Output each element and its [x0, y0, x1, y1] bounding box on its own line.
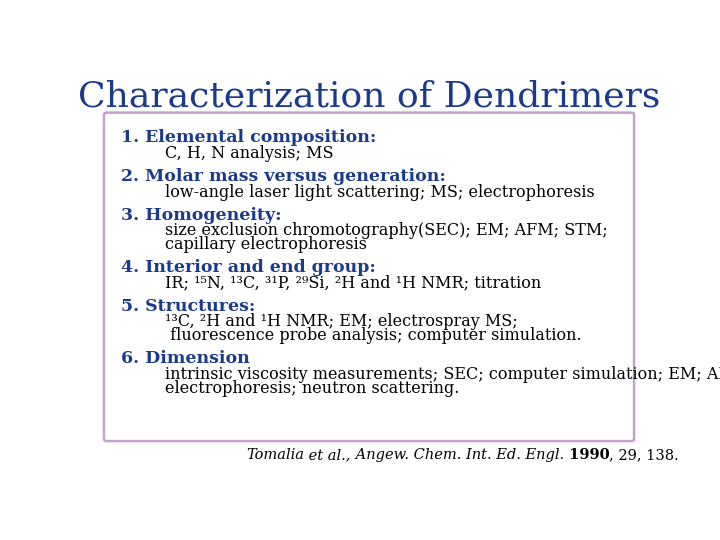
Text: 1990: 1990	[564, 448, 609, 462]
Text: , 29, 138.: , 29, 138.	[609, 448, 679, 462]
Text: size exclusion chromotography(SEC); EM; AFM; STM;: size exclusion chromotography(SEC); EM; …	[166, 222, 608, 239]
Text: 1. Elemental composition:: 1. Elemental composition:	[121, 129, 376, 146]
Text: ¹³C, ²H and ¹H NMR; EM; electrospray MS;: ¹³C, ²H and ¹H NMR; EM; electrospray MS;	[166, 313, 518, 330]
Text: Angew. Chem. Int. Ed. Engl.: Angew. Chem. Int. Ed. Engl.	[351, 448, 564, 462]
Text: 6. Dimension: 6. Dimension	[121, 350, 249, 367]
Text: Characterization of Dendrimers: Characterization of Dendrimers	[78, 79, 660, 113]
Text: C, H, N analysis; MS: C, H, N analysis; MS	[166, 145, 334, 162]
Text: intrinsic viscosity measurements; SEC; computer simulation; EM; AFM;: intrinsic viscosity measurements; SEC; c…	[166, 366, 720, 383]
Text: 2. Molar mass versus generation:: 2. Molar mass versus generation:	[121, 168, 446, 185]
Text: IR; ¹⁵N, ¹³C, ³¹P, ²⁹Si, ²H and ¹H NMR; titration: IR; ¹⁵N, ¹³C, ³¹P, ²⁹Si, ²H and ¹H NMR; …	[166, 275, 541, 292]
Text: et al.,: et al.,	[305, 448, 351, 462]
Text: fluorescence probe analysis; computer simulation.: fluorescence probe analysis; computer si…	[166, 327, 582, 344]
Text: 4. Interior and end group:: 4. Interior and end group:	[121, 259, 376, 276]
Text: capillary electrophoresis: capillary electrophoresis	[166, 236, 367, 253]
Text: 3. Homogeneity:: 3. Homogeneity:	[121, 207, 282, 224]
Text: electrophoresis; neutron scattering.: electrophoresis; neutron scattering.	[166, 380, 459, 396]
FancyBboxPatch shape	[104, 113, 634, 441]
Text: 5. Structures:: 5. Structures:	[121, 298, 255, 315]
Text: Tomalia: Tomalia	[246, 448, 305, 462]
Text: low-angle laser light scattering; MS; electrophoresis: low-angle laser light scattering; MS; el…	[166, 184, 595, 201]
